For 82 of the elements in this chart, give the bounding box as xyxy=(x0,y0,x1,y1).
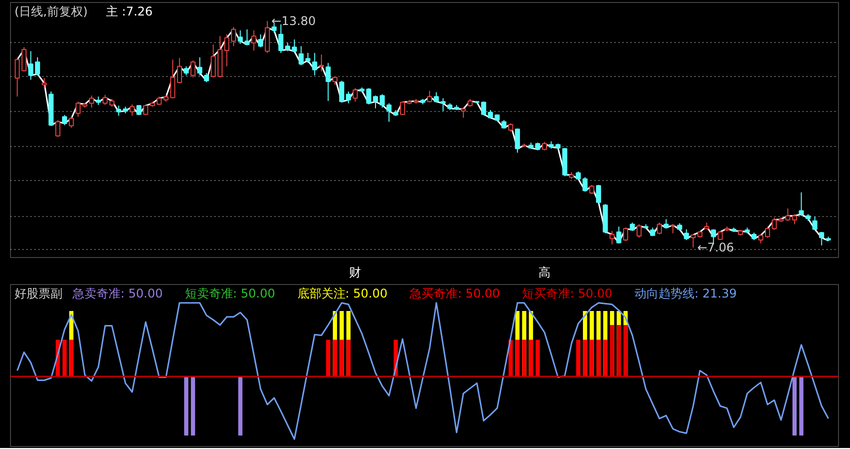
candlestick xyxy=(102,94,108,106)
candlestick xyxy=(89,95,94,108)
bar xyxy=(596,340,601,377)
bar xyxy=(792,376,797,436)
chart-title: 好股票副 xyxy=(14,286,62,300)
candlestick xyxy=(184,66,189,76)
candlestick xyxy=(197,56,202,76)
candlestick xyxy=(68,116,74,128)
bar xyxy=(522,340,526,377)
candlestick xyxy=(130,104,135,116)
candlestick xyxy=(346,91,351,104)
candlestick xyxy=(623,227,628,242)
candlestick xyxy=(798,192,804,216)
candlestick xyxy=(514,128,520,154)
candlestick xyxy=(190,60,196,78)
candlestick xyxy=(258,34,264,48)
bar xyxy=(346,340,351,377)
text: 急买奇准: 50.00 xyxy=(408,286,500,300)
bar xyxy=(332,340,338,377)
candlestick xyxy=(326,62,331,102)
candlestick xyxy=(352,88,358,102)
bar xyxy=(190,376,196,436)
bar xyxy=(799,376,804,436)
candlestick xyxy=(440,98,446,112)
candlestick xyxy=(434,92,439,103)
bar xyxy=(623,325,628,377)
bar xyxy=(603,340,608,377)
text: 主 :7.26 xyxy=(106,4,153,18)
candlestick xyxy=(636,224,642,238)
candlestick xyxy=(116,105,122,116)
candlestick xyxy=(251,30,256,52)
candlestick xyxy=(292,38,297,54)
candlestick xyxy=(690,234,696,248)
bar xyxy=(238,376,242,436)
annotation: ←13.80 xyxy=(271,14,316,28)
candlestick xyxy=(305,52,310,64)
candlestick xyxy=(670,224,676,234)
text: 急卖奇准: 50.00 xyxy=(72,286,163,300)
x-tick-label: 财 xyxy=(349,266,362,280)
candlestick xyxy=(204,72,210,83)
candlestick xyxy=(819,231,824,246)
candlestick xyxy=(244,28,250,46)
candlestick xyxy=(664,218,669,230)
bar xyxy=(62,340,67,377)
bar xyxy=(184,376,188,436)
candlestick xyxy=(176,57,182,84)
bar xyxy=(536,340,540,377)
candlestick xyxy=(339,80,344,103)
bar xyxy=(576,340,580,377)
candlestick xyxy=(684,228,689,241)
bar xyxy=(326,340,330,377)
bar xyxy=(515,340,520,377)
candlestick xyxy=(318,54,324,72)
candlestick xyxy=(312,52,318,76)
candlestick xyxy=(42,78,47,89)
candlestick xyxy=(589,184,594,194)
annotation: ←7.06 xyxy=(697,240,734,254)
candlestick xyxy=(76,101,81,118)
bar xyxy=(69,340,74,377)
x-tick-label: 高 xyxy=(538,266,550,280)
bar xyxy=(610,325,614,377)
text: 短买奇准: 50.00 xyxy=(522,286,612,300)
bar xyxy=(616,325,621,377)
candlestick xyxy=(298,46,304,66)
bar xyxy=(340,340,344,377)
chart-title: (日线,前复权) xyxy=(14,4,88,18)
bar xyxy=(528,340,534,377)
candlestick xyxy=(55,120,60,138)
candlestick xyxy=(812,216,818,230)
candlestick xyxy=(264,20,270,54)
candlestick xyxy=(427,90,432,103)
legend-label: 短卖奇准: 50.00 xyxy=(184,286,276,300)
candlestick xyxy=(656,222,662,235)
candlestick xyxy=(238,30,243,44)
candlestick xyxy=(400,101,406,116)
candlestick xyxy=(610,230,615,245)
bar xyxy=(582,340,588,377)
series-label: 底部关注: 50.00 xyxy=(297,286,388,300)
candlestick xyxy=(62,114,68,126)
bar xyxy=(590,340,594,377)
series-label: 动向趋势线: 21.39 xyxy=(634,286,737,300)
candlestick xyxy=(616,226,622,244)
